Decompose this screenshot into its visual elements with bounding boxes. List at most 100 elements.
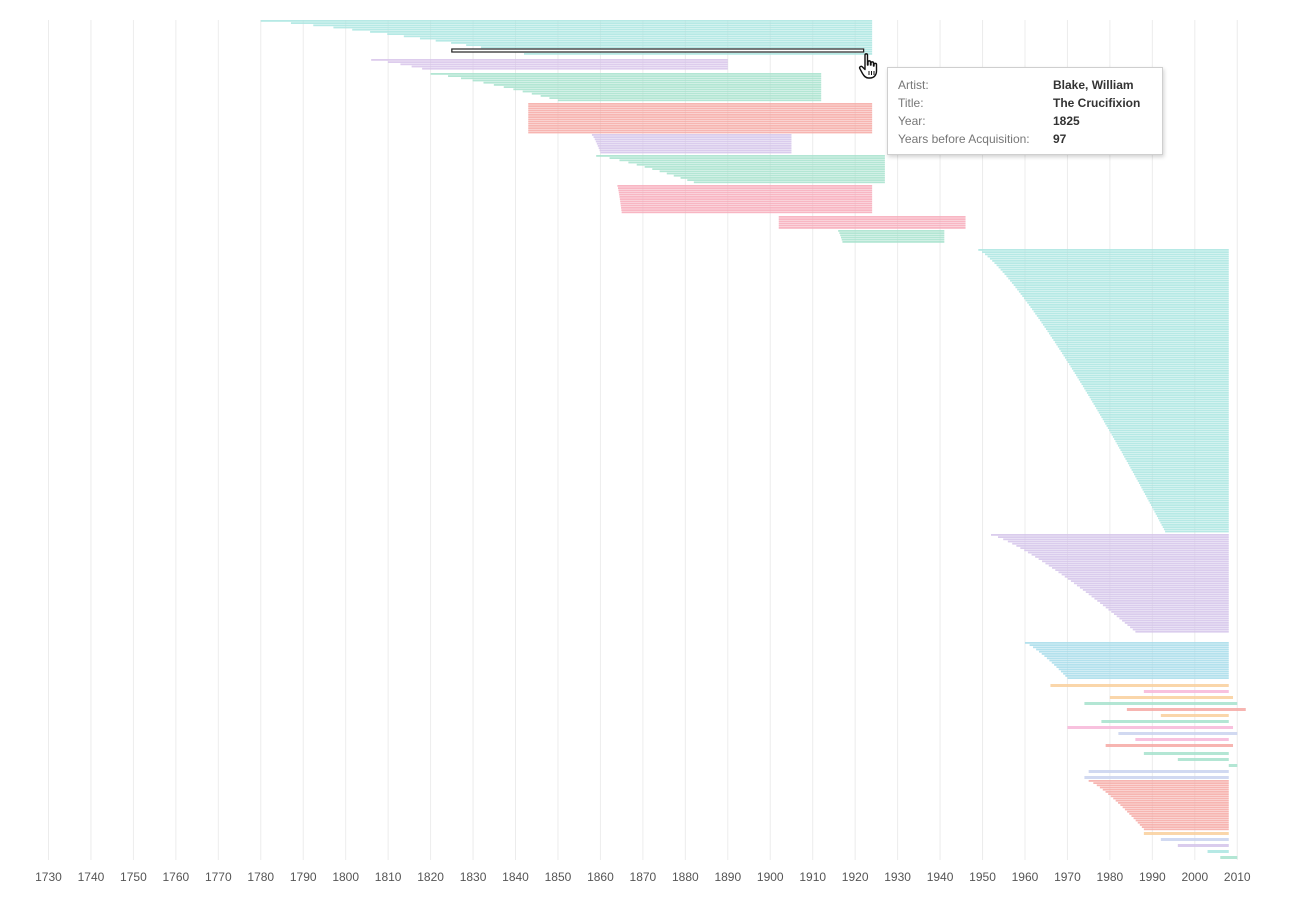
- range-bar: [528, 105, 873, 107]
- range-bar: [1038, 317, 1229, 319]
- range-bar: [1177, 758, 1229, 761]
- range-bar: [1020, 293, 1229, 295]
- range-bar: [1134, 473, 1229, 476]
- range-bar: [1099, 786, 1229, 789]
- range-bar: [1127, 624, 1229, 626]
- range-bar: [996, 264, 1229, 267]
- range-bar: [609, 157, 885, 159]
- range-bar: [1082, 589, 1229, 591]
- range-bar: [1030, 306, 1229, 308]
- range-bar: [448, 75, 822, 77]
- range-bar: [483, 81, 822, 84]
- range-bar: [998, 266, 1229, 269]
- range-bar: [1020, 547, 1229, 549]
- range-bar: [1132, 471, 1229, 473]
- range-bar: [1052, 567, 1229, 569]
- range-bar: [618, 191, 873, 194]
- range-bar: [778, 216, 966, 218]
- range-bar: [617, 187, 873, 189]
- range-bar: [1073, 370, 1229, 372]
- range-bar: [528, 118, 873, 121]
- range-bar: [1141, 486, 1229, 489]
- x-tick-label: 1970: [1054, 870, 1081, 884]
- range-bar: [1050, 684, 1229, 687]
- x-axis: 1730 1740 1750 1760 1770 1780 1790 1800 1810 1820…: [35, 870, 1251, 884]
- range-bar: [1077, 376, 1229, 379]
- highlighted-bar[interactable]: [451, 48, 865, 53]
- range-bar: [1044, 655, 1229, 657]
- range-bar: [1110, 795, 1229, 798]
- range-bar: [1160, 838, 1229, 841]
- range-bar: [1094, 597, 1229, 600]
- vertical-gridlines: [47, 20, 1238, 860]
- range-bar: [503, 86, 822, 88]
- range-bar: [1085, 591, 1229, 593]
- range-bar: [1051, 337, 1229, 339]
- range-bar: [1088, 593, 1229, 596]
- range-bar: [842, 241, 945, 243]
- range-bar: [1177, 844, 1229, 847]
- range-bar: [531, 92, 822, 95]
- x-tick-label: 1980: [1097, 870, 1124, 884]
- range-bar: [1033, 310, 1229, 313]
- range-bar: [557, 99, 822, 102]
- range-bar: [1008, 277, 1229, 280]
- x-tick-label: 1750: [120, 870, 147, 884]
- range-bar: [620, 202, 873, 205]
- range-bar: [1038, 650, 1229, 653]
- range-bar: [1055, 569, 1229, 571]
- range-bar: [619, 159, 885, 162]
- range-bar: [1109, 696, 1234, 699]
- range-bar: [597, 145, 792, 147]
- range-bar: [628, 161, 885, 164]
- range-bar: [1036, 315, 1229, 317]
- range-bar: [1105, 744, 1234, 747]
- range-bar: [644, 166, 885, 168]
- range-bar: [1069, 363, 1229, 366]
- range-bar: [1109, 429, 1229, 432]
- range-bar: [1085, 389, 1229, 392]
- range-bar: [1027, 551, 1229, 554]
- range-bar: [1092, 400, 1229, 403]
- range-bar: [1060, 350, 1229, 352]
- range-bar: [1086, 392, 1229, 394]
- range-bar: [411, 65, 728, 68]
- range-bar: [1048, 332, 1229, 335]
- range-bar: [1059, 348, 1229, 350]
- range-bar: [466, 44, 873, 46]
- range-bar: [1124, 455, 1229, 458]
- range-bar: [982, 251, 1229, 253]
- range-bar: [387, 61, 728, 63]
- x-tick-label: 1870: [630, 870, 657, 884]
- range-bar: [1110, 431, 1229, 434]
- x-tick-label: 1800: [332, 870, 359, 884]
- range-bar: [621, 207, 873, 209]
- range-bar: [595, 140, 792, 143]
- range-bar: [480, 46, 873, 49]
- range-bar: [371, 59, 728, 61]
- range-bar: [528, 122, 873, 125]
- tooltip: Artist: Blake, William Title: The Crucif…: [887, 67, 1163, 155]
- range-bar: [1124, 808, 1229, 811]
- range-bar: [596, 155, 885, 157]
- range-bar: [1081, 383, 1229, 385]
- tooltip-value: Blake, William: [1053, 78, 1134, 92]
- range-bar: [528, 109, 873, 112]
- range-bar: [1082, 385, 1229, 388]
- range-bar: [1089, 396, 1229, 399]
- range-bar: [1113, 797, 1229, 800]
- range-bar: [1160, 521, 1229, 524]
- range-bar: [1057, 345, 1229, 348]
- range-bar: [1084, 387, 1229, 390]
- range-bar: [1141, 826, 1229, 828]
- range-bar: [1016, 545, 1229, 547]
- range-bar: [1143, 752, 1229, 755]
- range-bar: [1042, 323, 1229, 326]
- highlighted-range-bar[interactable]: [451, 48, 865, 53]
- x-tick-label: 1740: [78, 870, 105, 884]
- range-bar: [1143, 690, 1229, 693]
- x-tick-label: 1860: [587, 870, 614, 884]
- range-bar: [1152, 506, 1229, 509]
- range-bar: [1165, 530, 1229, 533]
- range-bar: [1056, 666, 1229, 668]
